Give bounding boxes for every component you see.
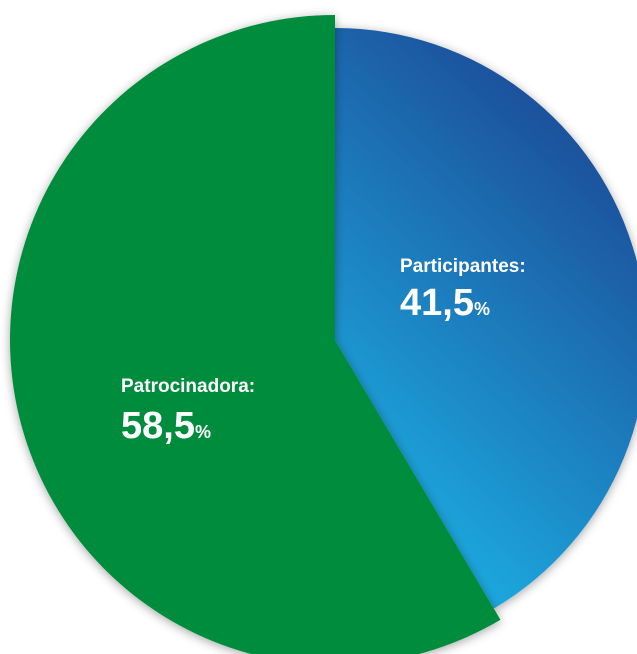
slice-label: Participantes:	[400, 256, 526, 277]
slice-label: Patrocinadora:	[121, 376, 255, 397]
labels: Participantes: 41,5% Patrocinadora: 58,5%	[121, 256, 526, 447]
pie-slice	[335, 28, 637, 609]
pie	[10, 15, 637, 654]
value-label: 58,5%	[121, 405, 211, 447]
pie-slice	[10, 15, 501, 654]
value-label: 41,5%	[400, 282, 490, 324]
